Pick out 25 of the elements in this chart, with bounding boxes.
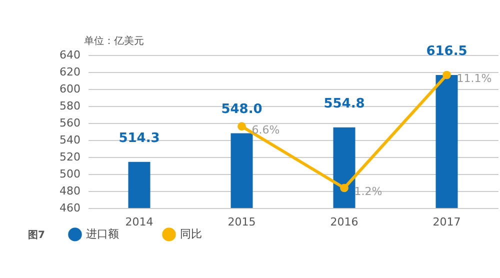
legend-label: 进口额: [86, 227, 119, 240]
x-tick-label: 2016: [330, 216, 358, 228]
x-tick-label: 2015: [228, 216, 256, 228]
y-tick-label: 460: [60, 202, 80, 214]
y-tick-label: 580: [60, 100, 80, 112]
y-tick-label: 520: [60, 150, 80, 164]
text: 单位：亿美元: [84, 34, 144, 48]
y-tick-label: 540: [60, 134, 80, 146]
y-tick-label: 620: [60, 66, 80, 78]
data-label: 514.3: [118, 130, 160, 146]
data-label: 11.1%: [456, 72, 492, 85]
y-tick-label: 500: [60, 168, 80, 180]
data-label: 1.2%: [354, 185, 382, 198]
legend-label: 同比: [180, 227, 202, 240]
y-tick-label: 560: [60, 116, 80, 130]
data-label: 554.8: [324, 96, 365, 112]
caption: 图7: [28, 229, 45, 242]
data-label: 6.6%: [252, 123, 280, 136]
x-tick-label: 2014: [125, 216, 154, 228]
data-label: 548.0: [221, 102, 262, 118]
x-tick-label: 2017: [432, 216, 461, 228]
data-label: 616.5: [426, 44, 468, 59]
y-tick-label: 640: [60, 48, 80, 62]
y-tick-label: 600: [60, 82, 80, 96]
y-tick-label: 480: [60, 184, 80, 198]
